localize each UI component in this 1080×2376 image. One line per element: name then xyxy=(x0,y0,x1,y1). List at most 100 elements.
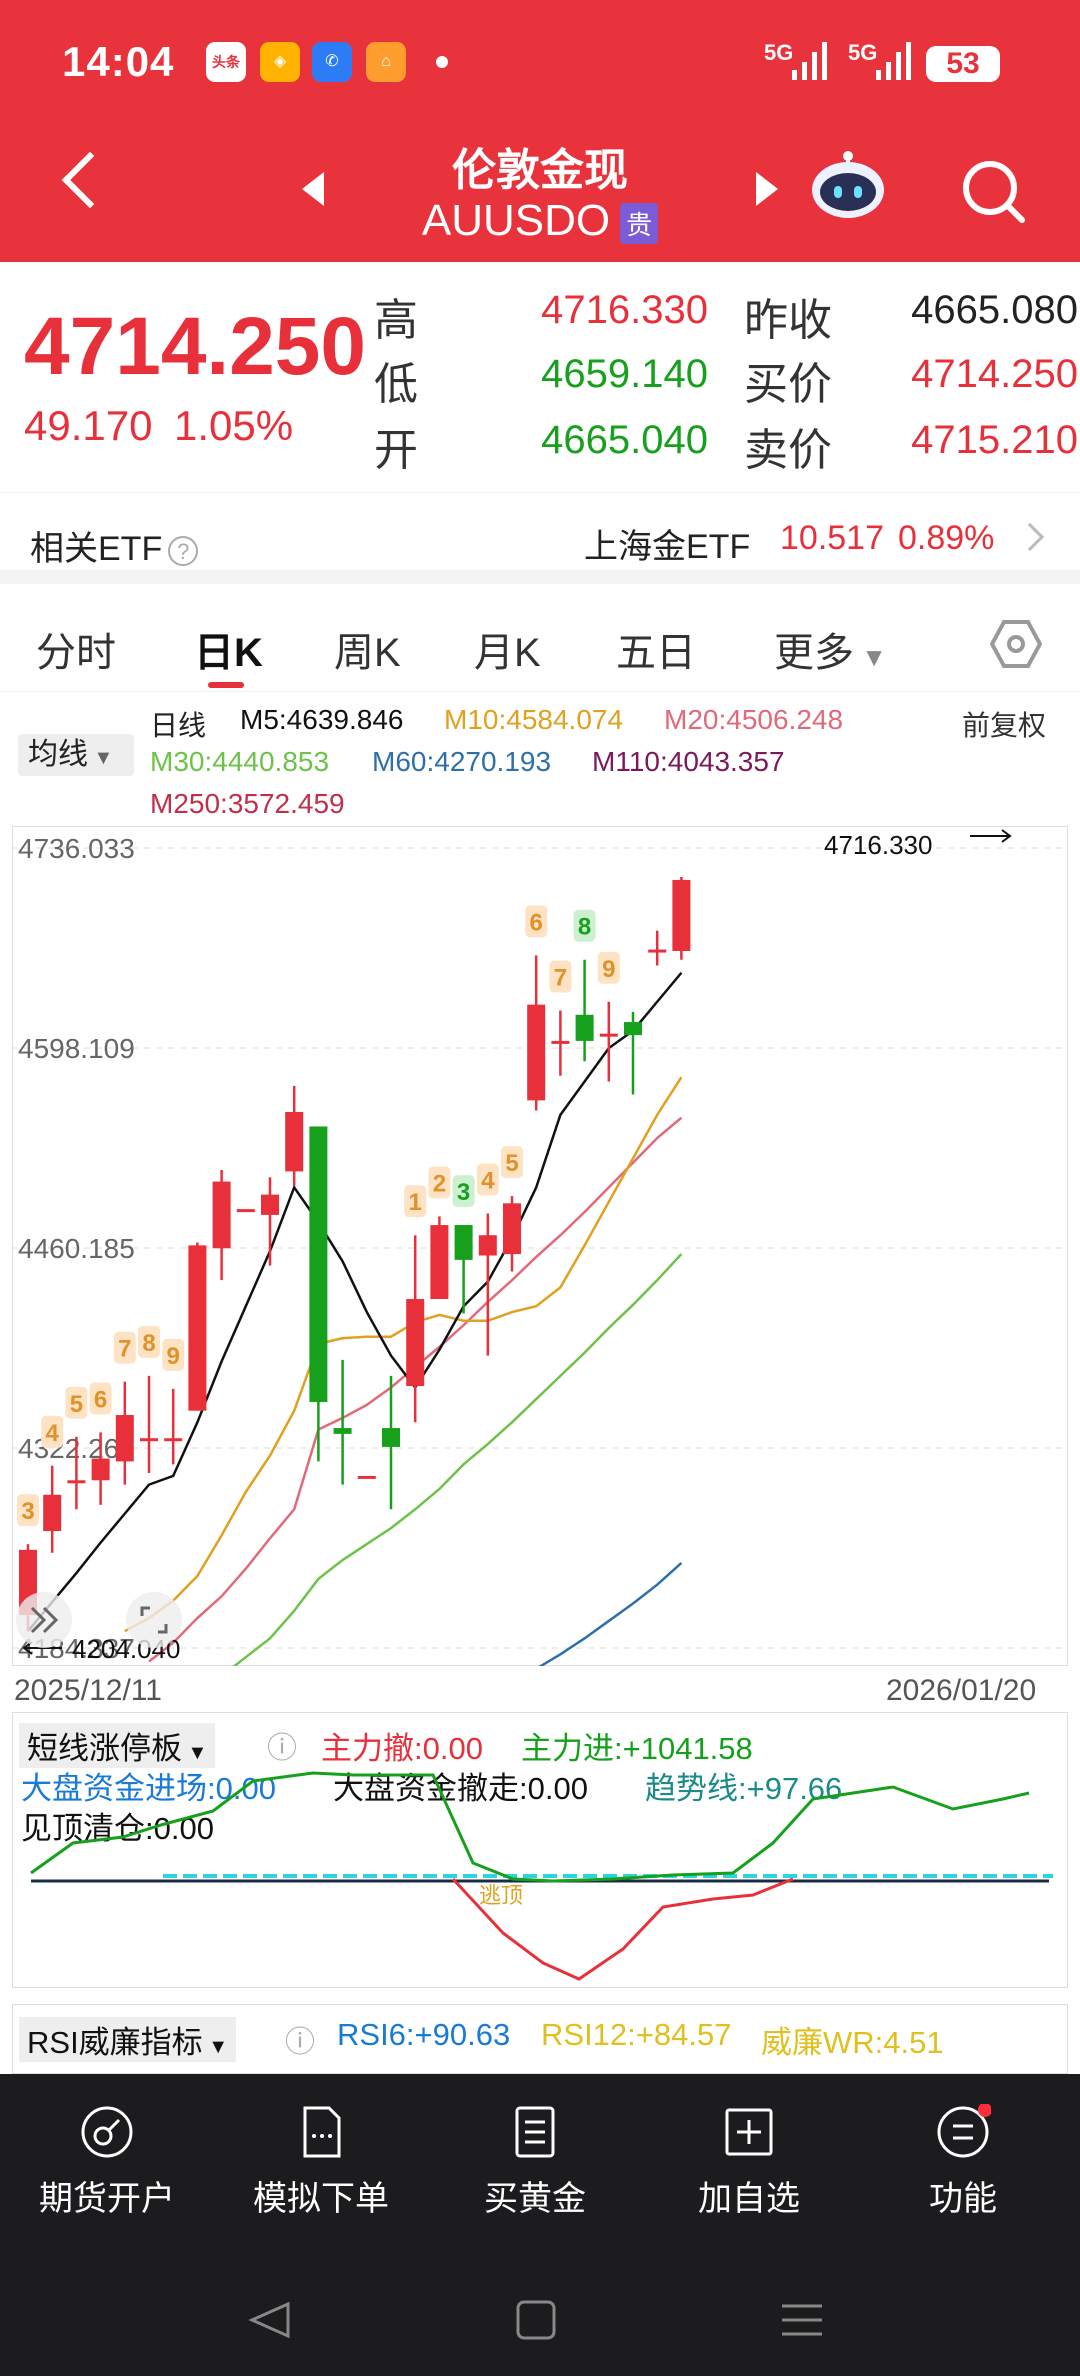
ma-lines xyxy=(27,971,683,1666)
system-recents-icon[interactable] xyxy=(782,2304,822,2336)
tab-more[interactable]: 更多 ▼ xyxy=(774,620,887,678)
nav-buy-gold[interactable]: 买黄金 xyxy=(460,2104,610,2220)
status-bar: 14:04 头条 ◈ ✆ ⌂ 5G 5G 53 xyxy=(0,0,1080,128)
candle xyxy=(309,1126,328,1462)
tab-daily-k[interactable]: 日K xyxy=(194,631,263,675)
td-marker-bg xyxy=(17,1494,39,1527)
top-escape-tag: 逃顶 xyxy=(479,1883,523,1908)
bid-label: 买价 xyxy=(744,360,832,409)
rsi-selector[interactable]: RSI威廉指标 ▼ xyxy=(19,2017,237,2062)
related-etf-text: 相关ETF xyxy=(30,530,163,568)
trend-line-value: 趋势线:+97.66 xyxy=(645,1771,843,1806)
system-home-icon[interactable] xyxy=(516,2300,556,2340)
related-etf-label: 相关ETF? xyxy=(30,521,199,570)
high-value: 4716.330 xyxy=(541,288,708,332)
td-marker-bg xyxy=(573,909,596,942)
system-navigation-bar xyxy=(248,2300,822,2340)
indicator-panel: 短线涨停板 ▼ ⓘ 主力撤:0.00 主力进:+1041.58 大盘资金进场:0… xyxy=(12,1712,1068,1988)
prev-close-label: 昨收 xyxy=(744,296,832,345)
back-arrow-icon[interactable] xyxy=(61,151,119,209)
candle xyxy=(599,1001,618,1082)
td-marker-label: 1 xyxy=(409,1189,422,1216)
related-etf-bar[interactable]: 相关ETF? 上海金ETF 10.517 0.89% xyxy=(0,492,1080,584)
td-marker-bg xyxy=(404,1185,427,1218)
fullscreen-icon[interactable] xyxy=(126,1592,182,1648)
td-marker-bg xyxy=(41,1415,64,1448)
robot-assistant-icon[interactable] xyxy=(808,150,888,220)
search-icon[interactable] xyxy=(958,156,1028,226)
candle xyxy=(551,1010,570,1076)
td-marker-bg xyxy=(89,1382,112,1415)
td-marker-bg xyxy=(113,1331,136,1364)
ma110-label: M110:4043.357 xyxy=(592,746,785,777)
candle-body xyxy=(115,1415,134,1462)
symbol-code: AUUSDO 贵 xyxy=(340,196,740,246)
ma250-label: M250:3572.459 xyxy=(150,788,345,819)
td-marker-label: 5 xyxy=(70,1391,83,1418)
candle-body xyxy=(430,1225,449,1300)
candle-body xyxy=(624,1022,642,1036)
open-label: 开 xyxy=(374,426,418,475)
candle xyxy=(115,1381,134,1485)
tab-five-day[interactable]: 五日 xyxy=(616,631,696,675)
td-marker-label: 4 xyxy=(481,1167,495,1194)
candle xyxy=(188,1242,207,1411)
candle-body xyxy=(140,1438,158,1442)
dropdown-icon: ▼ xyxy=(202,2036,229,2058)
next-item-icon[interactable] xyxy=(756,172,778,206)
rsi6-value: RSI6:+90.63 xyxy=(337,2017,511,2052)
ma20-label: M20:4506.248 xyxy=(664,704,844,735)
candle-body xyxy=(454,1225,473,1260)
td-marker-bg xyxy=(525,905,548,938)
candle-body xyxy=(599,1033,618,1037)
help-icon[interactable]: ? xyxy=(168,536,199,567)
ma-selector[interactable]: 均线 ▼ xyxy=(18,734,134,776)
wr-value: 威廉WR:4.51 xyxy=(761,2025,944,2060)
td-marker-bg xyxy=(549,960,572,993)
prev-item-icon[interactable] xyxy=(302,172,324,206)
candle xyxy=(236,1209,255,1213)
candle-body xyxy=(261,1194,279,1215)
rsi-panel: RSI威廉指标 ▼ ⓘ RSI6:+90.63 RSI12:+84.57 威廉W… xyxy=(12,2004,1068,2074)
low-label: 低 xyxy=(374,360,418,409)
top-clear-value: 见顶清仓:0.00 xyxy=(21,1811,214,1846)
shop-app-icon: ⌂ xyxy=(366,42,406,82)
candle-body xyxy=(357,1475,376,1479)
td-marker-label: 3 xyxy=(457,1179,470,1206)
indicator-selector[interactable]: 短线涨停板 ▼ xyxy=(19,1723,216,1768)
ma60-line xyxy=(538,1562,683,1666)
nav-add-watchlist[interactable]: 加自选 xyxy=(674,2104,824,2220)
nav-simulated-order[interactable]: 模拟下单 xyxy=(246,2104,396,2220)
price-adjust-label[interactable]: 前复权 xyxy=(962,710,1047,741)
date-start: 2025/12/11 xyxy=(14,1674,162,1707)
max-marker: 4716.330 xyxy=(824,829,1012,860)
tab-more-label: 更多 xyxy=(774,631,854,675)
candle-body xyxy=(672,879,691,952)
battery-icon: 53 xyxy=(926,46,1000,82)
chevron-right-icon[interactable] xyxy=(1015,522,1045,552)
td-marker-label: 8 xyxy=(142,1330,155,1357)
ma5-line xyxy=(27,971,683,1632)
kline-chart[interactable]: 4736.0334598.1094460.1854322.2614184.337… xyxy=(12,826,1068,1666)
system-back-icon[interactable] xyxy=(248,2301,290,2339)
settings-icon[interactable] xyxy=(990,618,1042,670)
tab-weekly-k[interactable]: 周K xyxy=(334,631,401,675)
indicator-help-icon[interactable]: ⓘ xyxy=(267,1732,297,1765)
open-value: 4665.040 xyxy=(541,418,708,462)
tab-monthly-k[interactable]: 月K xyxy=(474,631,541,675)
candle-body xyxy=(551,1040,570,1044)
rsi-help-icon[interactable]: ⓘ xyxy=(285,2026,315,2059)
td-marker-label: 2 xyxy=(433,1170,446,1197)
nav-label: 模拟下单 xyxy=(253,2180,389,2218)
status-time: 14:04 xyxy=(62,38,175,85)
more-notifications-icon xyxy=(436,56,448,68)
dropdown-icon: ▼ xyxy=(854,642,887,672)
expand-left-icon[interactable] xyxy=(16,1592,72,1648)
candle xyxy=(406,1235,425,1423)
nav-functions[interactable]: 功能 xyxy=(888,2103,1038,2220)
candle xyxy=(478,1213,497,1356)
etf-name: 上海金ETF xyxy=(584,528,751,566)
nav-open-account[interactable]: 期货开户 xyxy=(32,2104,182,2220)
tab-intraday[interactable]: 分时 xyxy=(36,631,116,675)
